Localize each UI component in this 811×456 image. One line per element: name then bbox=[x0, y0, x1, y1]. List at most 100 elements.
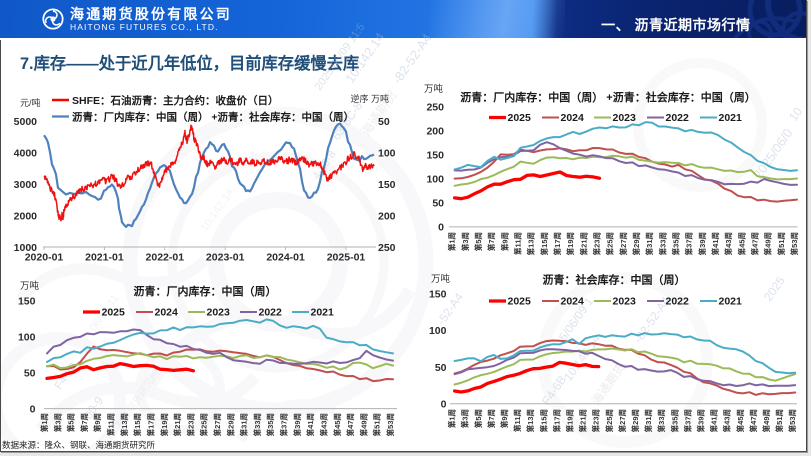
svg-text:第11周: 第11周 bbox=[106, 413, 116, 436]
svg-text:2024: 2024 bbox=[561, 296, 585, 308]
svg-text:万吨: 万吨 bbox=[20, 280, 40, 292]
svg-text:第9周: 第9周 bbox=[499, 409, 509, 428]
svg-text:150: 150 bbox=[18, 295, 36, 307]
svg-text:第1周: 第1周 bbox=[447, 409, 457, 428]
svg-text:第7周: 第7周 bbox=[79, 413, 89, 432]
svg-text:2021: 2021 bbox=[719, 112, 743, 124]
svg-text:第23周: 第23周 bbox=[592, 232, 602, 255]
svg-text:2025: 2025 bbox=[508, 296, 532, 308]
svg-text:第1周: 第1周 bbox=[39, 413, 49, 432]
svg-text:第9周: 第9周 bbox=[499, 232, 509, 251]
svg-text:第19周: 第19周 bbox=[159, 413, 169, 436]
svg-text:第1周: 第1周 bbox=[447, 232, 457, 251]
svg-text:沥青：厂内库存：中国（周） +沥青：社会库存：中国（周）: 沥青：厂内库存：中国（周） +沥青：社会库存：中国（周） bbox=[460, 90, 755, 104]
svg-text:万吨: 万吨 bbox=[424, 83, 444, 95]
svg-text:第31周: 第31周 bbox=[643, 409, 653, 432]
svg-text:2024-01: 2024-01 bbox=[266, 252, 305, 264]
svg-text:第35周: 第35周 bbox=[669, 409, 679, 432]
svg-text:沥青：社会库存：中国（周）: 沥青：社会库存：中国（周） bbox=[543, 273, 686, 287]
svg-text:第37周: 第37周 bbox=[682, 409, 692, 432]
svg-text:第51周: 第51周 bbox=[774, 409, 784, 432]
svg-text:50: 50 bbox=[435, 362, 447, 374]
svg-text:第39周: 第39周 bbox=[292, 413, 302, 436]
svg-text:第45周: 第45周 bbox=[332, 413, 342, 436]
svg-text:250: 250 bbox=[378, 242, 396, 254]
svg-text:10: 10 bbox=[786, 104, 805, 123]
svg-text:第21周: 第21周 bbox=[578, 409, 588, 432]
svg-text:1000: 1000 bbox=[14, 242, 38, 254]
svg-text:第5周: 第5周 bbox=[473, 232, 483, 251]
svg-text:第45周: 第45周 bbox=[735, 409, 745, 432]
svg-text:2000: 2000 bbox=[14, 210, 38, 222]
svg-text:第43周: 第43周 bbox=[319, 413, 329, 436]
svg-text:逆序 万吨: 逆序 万吨 bbox=[350, 93, 389, 104]
svg-text:第15周: 第15周 bbox=[539, 232, 549, 255]
svg-text:第27周: 第27周 bbox=[618, 232, 628, 255]
svg-text:第47周: 第47周 bbox=[748, 409, 758, 432]
svg-text:150: 150 bbox=[429, 289, 447, 301]
svg-text:第15周: 第15周 bbox=[132, 413, 142, 436]
svg-text:第45周: 第45周 bbox=[736, 232, 746, 255]
svg-text:第53周: 第53周 bbox=[787, 409, 797, 432]
svg-text:50: 50 bbox=[378, 116, 390, 128]
svg-text:第13周: 第13周 bbox=[526, 232, 536, 255]
svg-text:第37周: 第37周 bbox=[684, 232, 694, 255]
svg-text:沥青：厂内库存：中国（周） +沥青：社会库存：中国（周）: 沥青：厂内库存：中国（周） +沥青：社会库存：中国（周） bbox=[72, 111, 354, 124]
svg-text:100: 100 bbox=[18, 331, 36, 343]
svg-text:第39周: 第39周 bbox=[696, 409, 706, 432]
svg-text:2025-01: 2025-01 bbox=[327, 252, 366, 264]
svg-text:第3周: 第3周 bbox=[460, 232, 470, 251]
svg-text:2023-01: 2023-01 bbox=[206, 252, 245, 264]
svg-text:100: 100 bbox=[429, 325, 447, 337]
svg-text:第23周: 第23周 bbox=[185, 413, 195, 436]
svg-text:第35周: 第35周 bbox=[265, 413, 275, 436]
svg-text:2021: 2021 bbox=[719, 296, 743, 308]
svg-text:2022-01: 2022-01 bbox=[146, 252, 185, 264]
svg-text:第41周: 第41周 bbox=[709, 409, 719, 432]
svg-text:0: 0 bbox=[438, 222, 444, 234]
svg-text:第19周: 第19周 bbox=[565, 232, 575, 255]
svg-text:第19周: 第19周 bbox=[565, 409, 575, 432]
svg-text:第17周: 第17周 bbox=[146, 413, 156, 436]
svg-text:第47周: 第47周 bbox=[345, 413, 355, 436]
svg-text:第33周: 第33周 bbox=[656, 409, 666, 432]
svg-text:第25周: 第25周 bbox=[604, 409, 614, 432]
svg-text:2024: 2024 bbox=[561, 112, 585, 124]
svg-text:第7周: 第7周 bbox=[486, 232, 496, 251]
svg-text:第25周: 第25周 bbox=[605, 232, 615, 255]
svg-text:第21周: 第21周 bbox=[578, 232, 588, 255]
svg-text:第53周: 第53周 bbox=[789, 232, 799, 255]
svg-text:4000: 4000 bbox=[14, 147, 38, 159]
svg-text:第17周: 第17周 bbox=[551, 409, 561, 432]
svg-text:第5周: 第5周 bbox=[473, 409, 483, 428]
svg-text:第29周: 第29周 bbox=[630, 409, 640, 432]
svg-text:2022: 2022 bbox=[666, 112, 690, 124]
svg-text:第49周: 第49周 bbox=[761, 409, 771, 432]
svg-text:第49周: 第49周 bbox=[763, 232, 773, 255]
svg-text:第23周: 第23周 bbox=[591, 409, 601, 432]
svg-text:2021: 2021 bbox=[311, 307, 335, 319]
svg-text:2023: 2023 bbox=[613, 112, 637, 124]
svg-text:200: 200 bbox=[378, 210, 396, 222]
svg-text:第13周: 第13周 bbox=[119, 413, 129, 436]
svg-text:2020-01: 2020-01 bbox=[25, 252, 64, 264]
svg-text:第3周: 第3周 bbox=[460, 409, 470, 428]
svg-text:第17周: 第17周 bbox=[552, 232, 562, 255]
svg-text:2025: 2025 bbox=[761, 274, 788, 304]
svg-text:2021-01: 2021-01 bbox=[85, 252, 124, 264]
svg-text:0: 0 bbox=[441, 399, 447, 411]
svg-text:第11周: 第11周 bbox=[512, 409, 522, 432]
svg-text:元/吨: 元/吨 bbox=[20, 97, 41, 108]
svg-text:0: 0 bbox=[30, 403, 36, 415]
svg-text:2023: 2023 bbox=[613, 296, 637, 308]
svg-text:50: 50 bbox=[432, 198, 444, 210]
svg-text:万吨: 万吨 bbox=[431, 273, 451, 285]
svg-text:第33周: 第33周 bbox=[252, 413, 262, 436]
svg-text:第11周: 第11周 bbox=[513, 232, 523, 255]
svg-text:第27周: 第27周 bbox=[212, 413, 222, 436]
svg-text:第9周: 第9周 bbox=[92, 413, 102, 432]
svg-text:第41周: 第41周 bbox=[305, 413, 315, 436]
svg-text:150: 150 bbox=[426, 150, 444, 162]
svg-text:第43周: 第43周 bbox=[723, 232, 733, 255]
svg-text:150: 150 bbox=[378, 179, 396, 191]
